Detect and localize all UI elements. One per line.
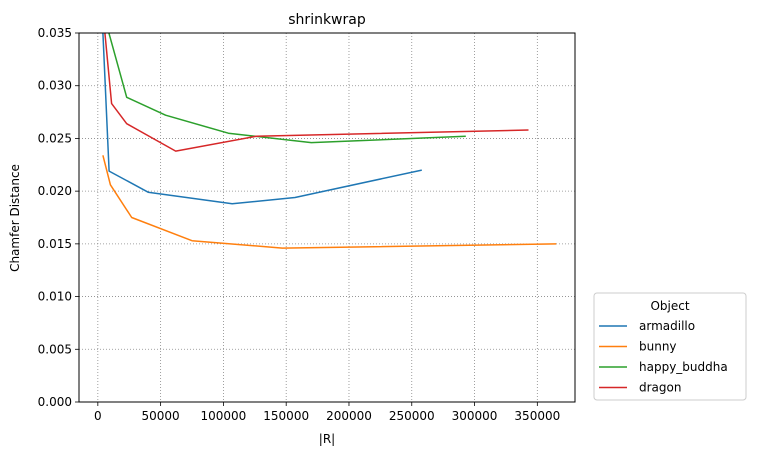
chart-title: shrinkwrap xyxy=(288,12,366,28)
x-tick-label: 0 xyxy=(94,409,102,423)
y-tick-label: 0.005 xyxy=(38,342,72,356)
y-tick-label: 0.030 xyxy=(38,79,72,93)
y-tick-label: 0.035 xyxy=(38,26,72,40)
x-tick-label: 300000 xyxy=(452,409,498,423)
series-line-bunny xyxy=(102,155,557,249)
x-tick-label: 200000 xyxy=(326,409,372,423)
legend-box xyxy=(593,292,747,401)
plot-frame xyxy=(78,32,576,403)
y-tick-label: 0.000 xyxy=(38,395,72,409)
y-tick-label: 0.020 xyxy=(38,184,72,198)
x-tick-label: 100000 xyxy=(200,409,246,423)
series-lines xyxy=(102,33,557,249)
x-tick-label: 250000 xyxy=(389,409,435,423)
legend-title: Object xyxy=(650,299,689,313)
x-tick-label: 50000 xyxy=(142,409,180,423)
grid xyxy=(79,32,575,403)
y-tick-label: 0.025 xyxy=(38,131,72,145)
series-line-happy-buddha xyxy=(108,33,466,144)
series-line-armadillo xyxy=(102,33,422,205)
x-tick-label: 150000 xyxy=(263,409,309,423)
x-tick-label: 350000 xyxy=(514,409,560,423)
y-axis-label: Chamfer Distance xyxy=(8,164,22,272)
legend-label-armadillo: armadillo xyxy=(639,319,695,333)
legend-label-bunny: bunny xyxy=(639,340,677,354)
axis-ticks: 0 50000 100000 150000 200000 250000 300000 3500… xyxy=(38,26,561,423)
legend-label-happy-buddha: happy_buddha xyxy=(639,360,728,374)
y-tick-label: 0.010 xyxy=(38,290,72,304)
legend-label-dragon: dragon xyxy=(639,381,681,395)
y-tick-label: 0.015 xyxy=(38,237,72,251)
series-line-dragon xyxy=(104,33,529,152)
x-axis-label: |R| xyxy=(319,432,335,446)
